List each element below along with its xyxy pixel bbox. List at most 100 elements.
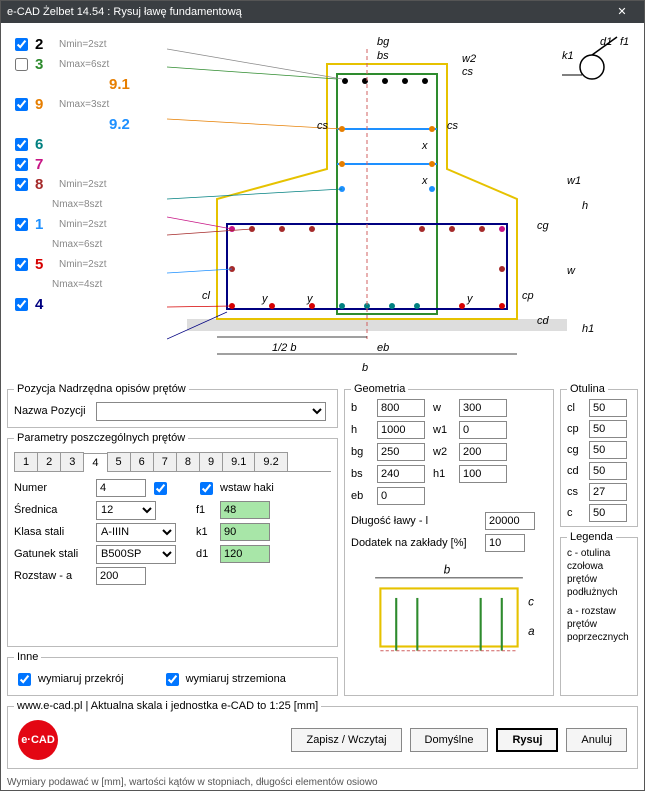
bar-constraint: Nmax=6szt xyxy=(52,239,102,250)
geom-bg[interactable] xyxy=(377,443,425,461)
bar-number: 4 xyxy=(35,296,55,313)
bar-number: 9.2 xyxy=(109,116,129,133)
geom-dod[interactable] xyxy=(485,534,525,552)
group-position: Pozycja Nadrzędna opisów prętów Nazwa Po… xyxy=(7,383,338,428)
f1-input[interactable] xyxy=(220,501,270,519)
close-icon[interactable]: ✕ xyxy=(606,3,638,21)
geom-w[interactable] xyxy=(459,399,507,417)
bar-number: 8 xyxy=(35,176,55,193)
otul-cl[interactable] xyxy=(589,399,627,417)
tab-7[interactable]: 7 xyxy=(153,452,177,471)
numer-input[interactable] xyxy=(96,479,146,497)
bar-number: 7 xyxy=(35,156,55,173)
geom-h[interactable] xyxy=(377,421,425,439)
svg-text:cs: cs xyxy=(462,66,474,78)
srednica-select[interactable]: 12 xyxy=(96,501,156,520)
klasa-select[interactable]: A-IIIN xyxy=(96,523,176,542)
draw-button[interactable]: Rysuj xyxy=(496,728,558,752)
save-button[interactable]: Zapisz / Wczytaj xyxy=(291,728,401,752)
otul-cs[interactable] xyxy=(589,483,627,501)
otul-cp[interactable] xyxy=(589,420,627,438)
geom-dl[interactable] xyxy=(485,512,535,530)
numer-checkbox[interactable] xyxy=(154,482,167,495)
bar-number: 9 xyxy=(35,96,55,113)
bar-checkbox[interactable] xyxy=(15,98,28,111)
bar-constraint: Nmin=2szt xyxy=(59,259,107,270)
tab-8[interactable]: 8 xyxy=(176,452,200,471)
svg-text:c: c xyxy=(528,595,534,608)
bar-constraint: Nmin=2szt xyxy=(59,39,107,50)
tab-6[interactable]: 6 xyxy=(130,452,154,471)
bar-checkbox[interactable] xyxy=(15,138,28,151)
bar-number: 9.1 xyxy=(109,76,129,93)
group-inne: Inne wymiaruj przekrój wymiaruj strzemio… xyxy=(7,651,338,696)
bar-label-row: 2 Nmin=2szt xyxy=(11,35,167,53)
svg-text:y: y xyxy=(466,293,474,305)
position-name-label: Nazwa Pozycji xyxy=(14,405,92,417)
otul-cd[interactable] xyxy=(589,462,627,480)
haki-checkbox[interactable] xyxy=(200,482,213,495)
tab-1[interactable]: 1 xyxy=(14,452,38,471)
k1-input[interactable] xyxy=(220,523,270,541)
bar-constraint: Nmin=2szt xyxy=(59,219,107,230)
bar-number: 3 xyxy=(35,56,55,73)
geom-eb[interactable] xyxy=(377,487,425,505)
geom-w1[interactable] xyxy=(459,421,507,439)
geom-bs[interactable] xyxy=(377,465,425,483)
svg-text:a: a xyxy=(528,625,535,638)
d1-input[interactable] xyxy=(220,545,270,563)
cancel-button[interactable]: Anuluj xyxy=(566,728,627,752)
bar-label-row: 4 xyxy=(11,295,167,313)
svg-text:cd: cd xyxy=(537,315,550,327)
tab-5[interactable]: 5 xyxy=(107,452,131,471)
bar-constraint: Nmax=3szt xyxy=(59,99,109,110)
rozstaw-input[interactable] xyxy=(96,567,146,585)
titlebar: e-CAD Żelbet 14.54 : Rysuj ławę fundamen… xyxy=(1,1,644,23)
svg-text:f1: f1 xyxy=(620,36,629,48)
geom-w2[interactable] xyxy=(459,443,507,461)
bar-number: 2 xyxy=(35,36,55,53)
bar-label-row: 6 xyxy=(11,135,167,153)
diagram-area: 2 Nmin=2szt 3 Nmax=6szt 9.1 9 Nmax=3szt9.2 6 7 8 N… xyxy=(7,29,638,379)
svg-text:x: x xyxy=(421,175,428,187)
position-name-select[interactable] xyxy=(96,402,326,421)
bar-label-row: 1 Nmin=2szt xyxy=(11,215,167,233)
bar-checkbox[interactable] xyxy=(15,158,28,171)
bar-constraint: Nmax=8szt xyxy=(52,199,102,210)
otul-c[interactable] xyxy=(589,504,627,522)
group-geometry: Geometria b w h w1 bg w2 bs h1 eb Długoś… xyxy=(344,383,554,696)
tab-3[interactable]: 3 xyxy=(60,452,84,471)
group-footer: www.e-cad.pl | Aktualna skala i jednostk… xyxy=(7,700,638,769)
gatunek-select[interactable]: B500SP xyxy=(96,545,176,564)
tab-4[interactable]: 4 xyxy=(83,453,107,472)
tab-2[interactable]: 2 xyxy=(37,452,61,471)
otul-cg[interactable] xyxy=(589,441,627,459)
bar-checkbox[interactable] xyxy=(15,218,28,231)
bar-checkbox[interactable] xyxy=(15,298,28,311)
svg-text:cs: cs xyxy=(447,120,459,132)
geom-b[interactable] xyxy=(377,399,425,417)
group-otulina: Otulina cl cp cg cd cs c xyxy=(560,383,638,527)
bar-label-row: Nmax=6szt xyxy=(11,235,167,253)
status-bar: Wymiary podawać w [mm], wartości kątów w… xyxy=(1,775,644,790)
bar-checkbox[interactable] xyxy=(15,178,28,191)
przekroj-checkbox[interactable] xyxy=(18,673,31,686)
strzemiona-checkbox[interactable] xyxy=(166,673,179,686)
bar-label-row: 7 xyxy=(11,155,167,173)
bar-label-row: 9.2 xyxy=(11,115,167,133)
bar-checkbox[interactable] xyxy=(15,58,28,71)
geom-h1[interactable] xyxy=(459,465,507,483)
bar-number: 1 xyxy=(35,216,55,233)
group-params: Parametry poszczególnych prętów 12345678… xyxy=(7,432,338,647)
svg-text:w2: w2 xyxy=(462,53,476,65)
tab-9.1[interactable]: 9.1 xyxy=(222,452,255,471)
tab-9.2[interactable]: 9.2 xyxy=(254,452,287,471)
svg-text:d1: d1 xyxy=(600,36,612,48)
svg-text:x: x xyxy=(421,140,428,152)
mini-diagram: b c a xyxy=(351,561,547,656)
bar-checkbox[interactable] xyxy=(15,38,28,51)
svg-text:k1: k1 xyxy=(562,50,574,62)
bar-checkbox[interactable] xyxy=(15,258,28,271)
tab-9[interactable]: 9 xyxy=(199,452,223,471)
default-button[interactable]: Domyślne xyxy=(410,728,489,752)
